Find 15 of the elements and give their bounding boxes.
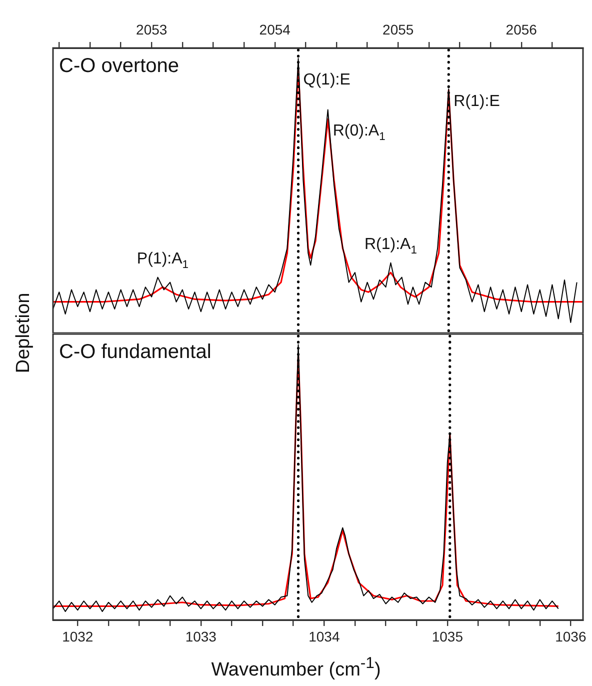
x-tick-label: 2055 bbox=[382, 21, 414, 38]
y-axis-title: Depletion bbox=[13, 292, 35, 374]
x-tick-label: 1032 bbox=[62, 628, 94, 644]
annotation: R(1):E bbox=[454, 93, 500, 110]
chart-title: C-O fundamental bbox=[59, 341, 212, 363]
chart-title: C-O overtone bbox=[59, 55, 180, 77]
x-tick-label: 2054 bbox=[259, 21, 291, 38]
annotation: Q(1):E bbox=[303, 71, 350, 88]
x-tick-label: 1033 bbox=[185, 628, 217, 644]
x-tick-label: 1035 bbox=[432, 628, 464, 644]
x-tick-label: 1034 bbox=[308, 628, 340, 644]
x-axis-title: Wavenumber (cm$^{-1}$) bbox=[210, 655, 382, 682]
x-tick-label: 1036 bbox=[555, 628, 586, 644]
x-tick-label: 2053 bbox=[136, 21, 168, 38]
x-tick-label: 2056 bbox=[506, 21, 538, 38]
